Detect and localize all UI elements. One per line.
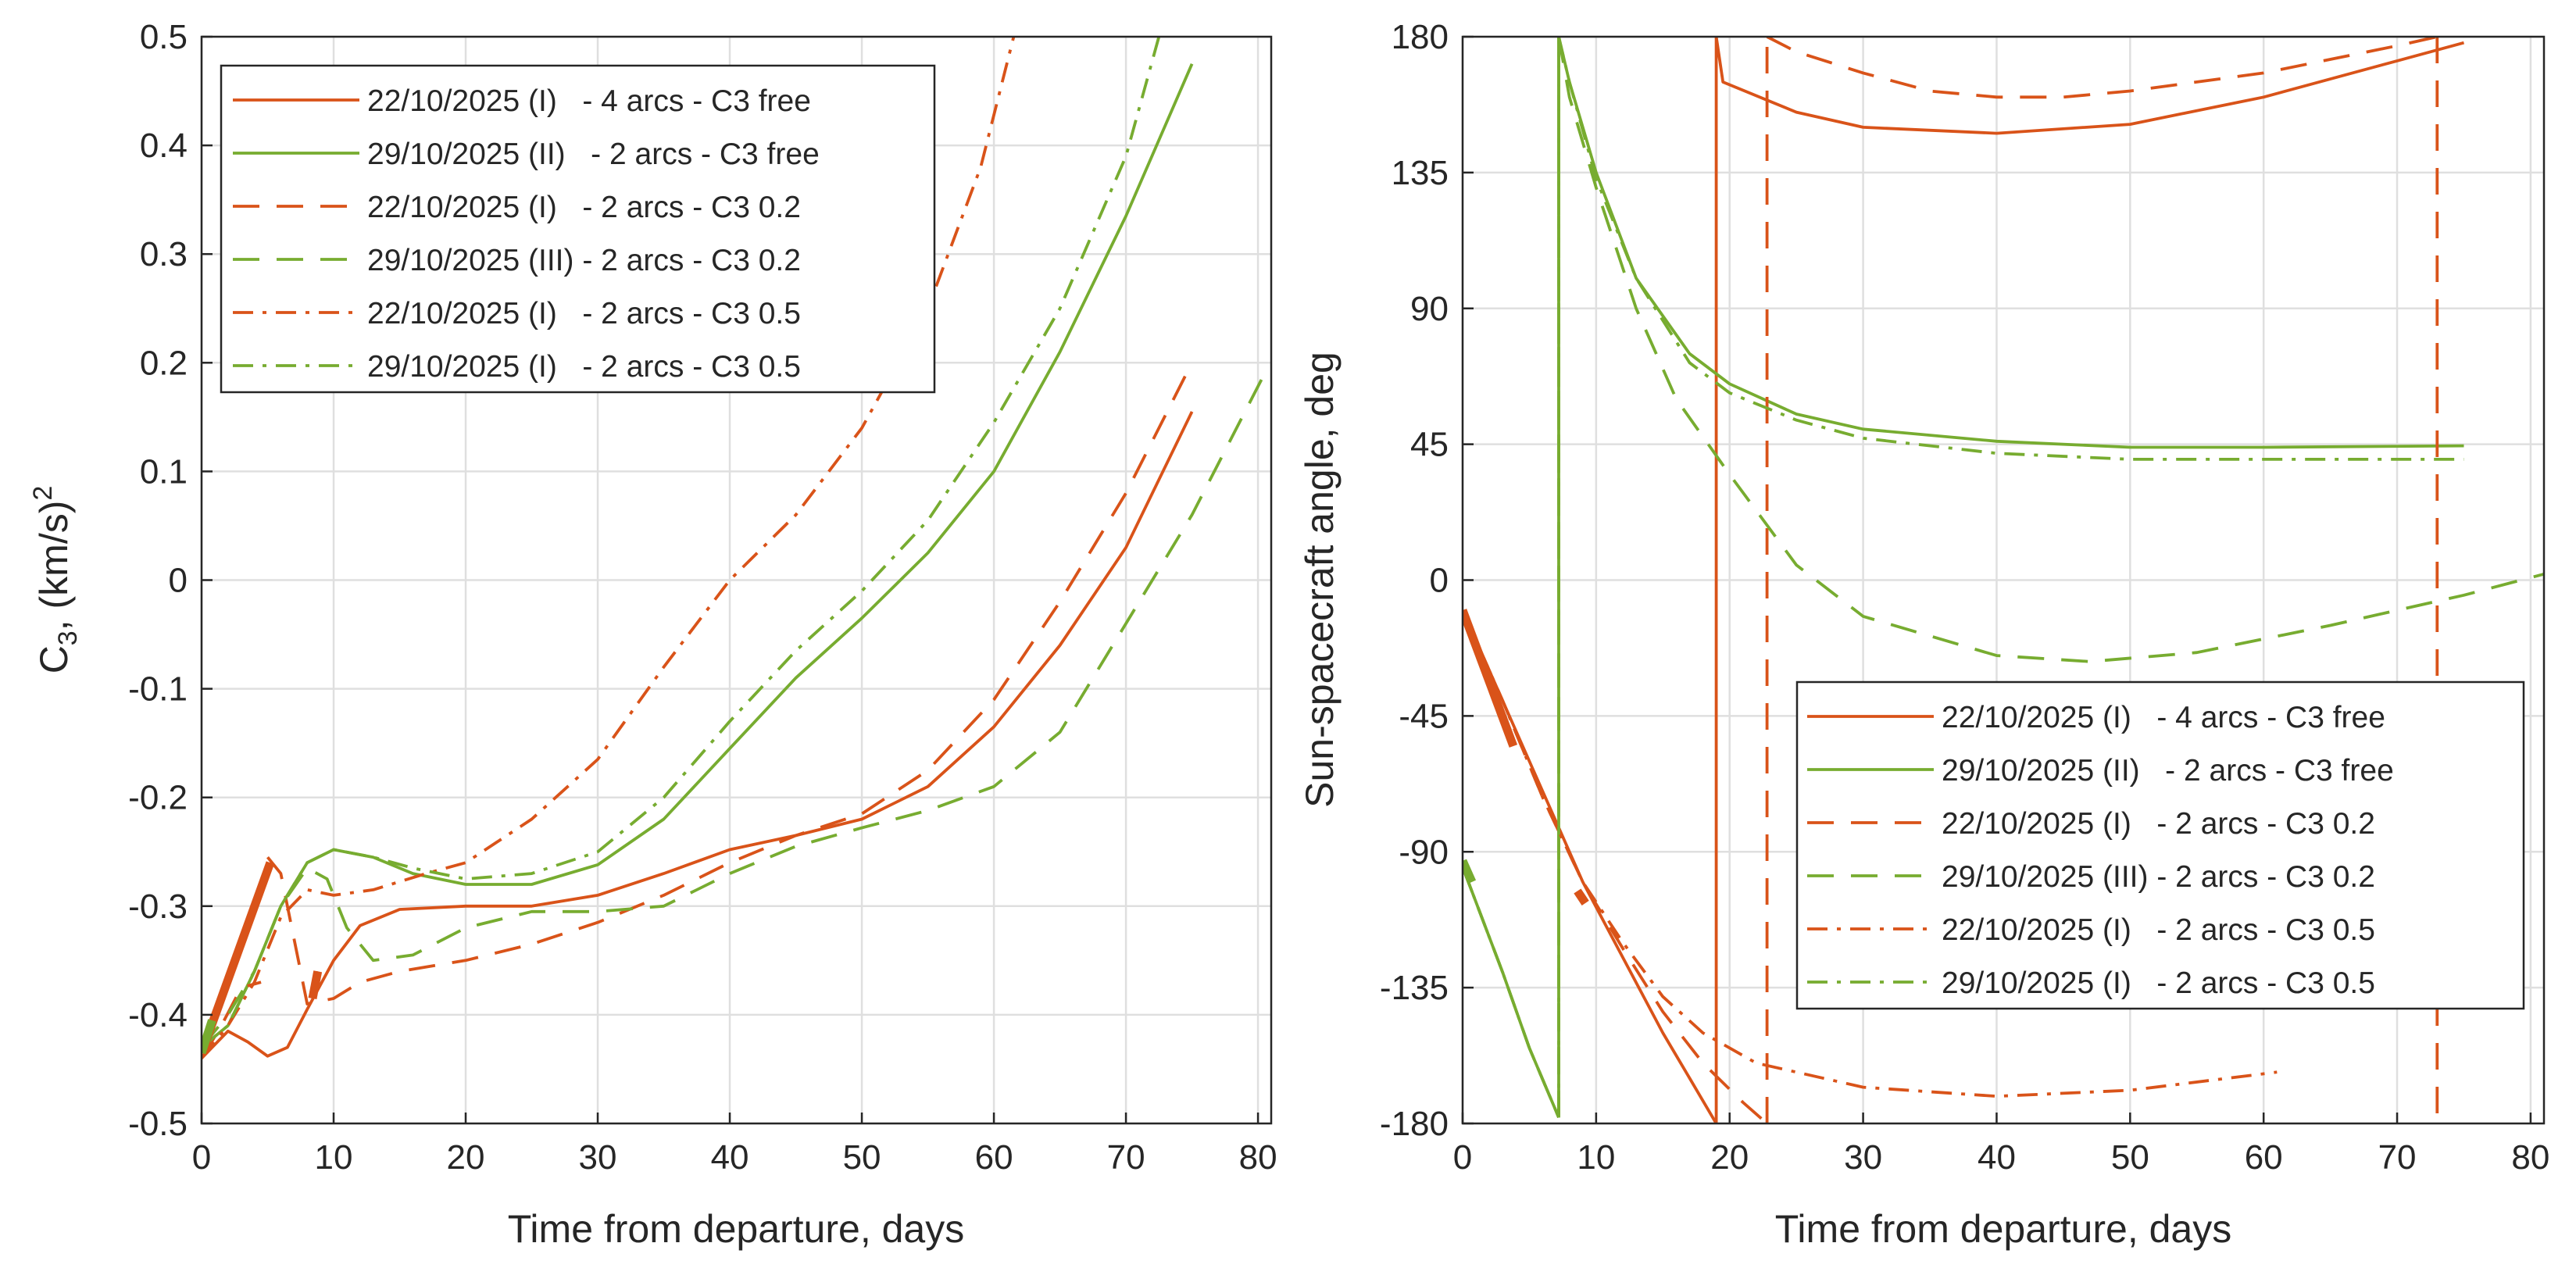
legend-entry: 29/10/2025 (II) - 2 arcs - C3 free [233, 138, 820, 171]
legend-entry: 22/10/2025 (I) - 2 arcs - C3 0.2 [1807, 807, 2375, 841]
svg-text:29/10/2025 (III) - 2 arcs - C3: 29/10/2025 (III) - 2 arcs - C3 0.2 [367, 244, 801, 277]
y-tick-label: 0.5 [140, 18, 188, 56]
series-line-6 [202, 37, 1161, 1049]
svg-text:22/10/2025 (I) - 2 arcs - C3: 22/10/2025 (I) - 2 arcs - C3 0.5 [367, 297, 801, 330]
x-axis-label: Time from departure, days [508, 1207, 964, 1251]
x-tick-label: 20 [447, 1138, 485, 1177]
y-tick-label: -135 [1380, 969, 1449, 1007]
series-line-5 [202, 37, 1016, 1059]
y-tick-label: -0.5 [128, 1105, 188, 1143]
x-tick-label: 10 [1577, 1138, 1615, 1177]
x-axis-label: Time from departure, days [1775, 1207, 2231, 1251]
x-tick-label: 0 [192, 1138, 211, 1177]
legend-entry: 29/10/2025 (I) - 2 arcs - C3 0.5 [233, 350, 801, 384]
series-line-3 [1463, 609, 1768, 1123]
y-axis-label: Sun-spacecraft angle, deg [1298, 352, 1342, 808]
y-tick-label: 0.1 [140, 452, 188, 491]
x-tick-label: 70 [2378, 1138, 2417, 1177]
thrust-arc-highlight [202, 1019, 216, 1055]
legend-entry: 29/10/2025 (III) - 2 arcs - C3 0.2 [233, 244, 801, 277]
legend-entry: 22/10/2025 (I) - 2 arcs - C3 0.5 [233, 297, 801, 330]
thrust-arc-highlight [202, 861, 275, 1044]
y-tick-label: -90 [1399, 833, 1449, 871]
series-line-5 [1463, 609, 2278, 1098]
legend: 22/10/2025 (I) - 4 arcs - C3 free 29/10/… [220, 64, 936, 394]
x-tick-label: 50 [843, 1138, 881, 1177]
legend-entry: 22/10/2025 (I) - 2 arcs - C3 0.5 [1807, 913, 2375, 947]
series-line-4 [202, 373, 1267, 1048]
y-tick-label: -0.4 [128, 996, 188, 1034]
series-line-1 [202, 411, 1194, 1059]
y-tick-label: 45 [1410, 426, 1449, 464]
legend-entry: 29/10/2025 (III) - 2 arcs - C3 0.2 [1807, 860, 2375, 894]
thrust-arc-highlight [1574, 888, 1589, 905]
legend: 22/10/2025 (I) - 4 arcs - C3 free 29/10/… [1795, 680, 2525, 1010]
legend-entry: 22/10/2025 (I) - 2 arcs - C3 0.2 [233, 191, 801, 224]
svg-text:22/10/2025 (I) - 2 arcs - C3: 22/10/2025 (I) - 2 arcs - C3 0.2 [1942, 807, 2375, 841]
y-tick-label: -0.3 [128, 888, 188, 926]
y-tick-label: -0.1 [128, 670, 188, 709]
series-line-3 [1766, 37, 2438, 99]
legend-entry: 29/10/2025 (II) - 2 arcs - C3 free [1807, 754, 2394, 788]
legend-entry: 22/10/2025 (I) - 4 arcs - C3 free [233, 84, 811, 118]
svg-text:22/10/2025 (I) - 2 arcs - C3: 22/10/2025 (I) - 2 arcs - C3 0.2 [367, 191, 801, 224]
sun-angle-chart: 0 10 20 30 40 50 60 70 80 -180 -135 -90 -45 0 45 90 135 1… [1298, 18, 2549, 1251]
x-tick-label: 60 [975, 1138, 1013, 1177]
x-tick-label: 40 [1978, 1138, 2016, 1177]
x-tick-label: 40 [711, 1138, 749, 1177]
svg-text:29/10/2025 (II) - 2 arcs - C: 29/10/2025 (II) - 2 arcs - C3 free [1942, 754, 2394, 788]
y-tick-label: -0.2 [128, 779, 188, 817]
x-tick-label: 60 [2245, 1138, 2283, 1177]
x-tick-label: 20 [1710, 1138, 1749, 1177]
y-tick-label: 0.4 [140, 127, 188, 165]
y-tick-label: 90 [1410, 290, 1449, 328]
y-tick-label: 180 [1392, 18, 1449, 56]
y-tick-label: 0.3 [140, 235, 188, 273]
svg-text:22/10/2025 (I) - 4 arcs - C3: 22/10/2025 (I) - 4 arcs - C3 free [367, 84, 811, 118]
y-tick-label: 0.2 [140, 344, 188, 382]
y-tick-label: 0 [169, 562, 188, 600]
svg-text:29/10/2025 (III) - 2 arcs - C3: 29/10/2025 (III) - 2 arcs - C3 0.2 [1942, 860, 2375, 894]
y-tick-label: 135 [1392, 154, 1449, 192]
y-tick-label: 0 [1430, 562, 1449, 600]
thrust-arc-highlight [308, 970, 323, 1000]
x-tick-label: 50 [2111, 1138, 2149, 1177]
c3-chart: 0 10 20 30 40 50 60 70 80 -0.5 -0.4 -0.3 -0.2 -0.1 0 0.… [28, 18, 1277, 1251]
x-tick-label: 30 [579, 1138, 617, 1177]
svg-text:29/10/2025 (I) - 2 arcs - C3: 29/10/2025 (I) - 2 arcs - C3 0.5 [1942, 966, 2375, 1000]
legend-entry: 22/10/2025 (I) - 4 arcs - C3 free [1807, 701, 2385, 734]
x-tick-label: 80 [2511, 1138, 2549, 1177]
x-tick-label: 80 [1239, 1138, 1277, 1177]
y-axis-label: C3, (km/s)2 [28, 486, 83, 674]
y-tick-label: -180 [1380, 1105, 1449, 1143]
svg-text:29/10/2025 (I) - 2 arcs - C3: 29/10/2025 (I) - 2 arcs - C3 0.5 [367, 350, 801, 384]
x-tick-label: 0 [1453, 1138, 1472, 1177]
thrust-arc-highlight [1463, 609, 1518, 748]
series-line-6 [1557, 37, 2464, 461]
series-line-2 [1557, 37, 2464, 449]
svg-text:22/10/2025 (I) - 2 arcs - C3: 22/10/2025 (I) - 2 arcs - C3 0.5 [1942, 913, 2375, 947]
series-line-1 [1463, 609, 1718, 1123]
svg-text:22/10/2025 (I) - 4 arcs - C3: 22/10/2025 (I) - 4 arcs - C3 free [1942, 701, 2385, 734]
x-tick-label: 70 [1107, 1138, 1145, 1177]
svg-text:29/10/2025 (II) - 2 arcs - C: 29/10/2025 (II) - 2 arcs - C3 free [367, 138, 820, 171]
x-tick-label: 30 [1844, 1138, 1882, 1177]
series-line-4 [1557, 37, 2544, 663]
thrust-arc-highlight [1463, 859, 1477, 884]
y-tick-label: -45 [1399, 697, 1449, 735]
series-line-6 [1463, 866, 1560, 1119]
x-tick-label: 10 [315, 1138, 353, 1177]
series-line-1 [1714, 37, 2464, 135]
legend-entry: 29/10/2025 (I) - 2 arcs - C3 0.5 [1807, 966, 2375, 1000]
